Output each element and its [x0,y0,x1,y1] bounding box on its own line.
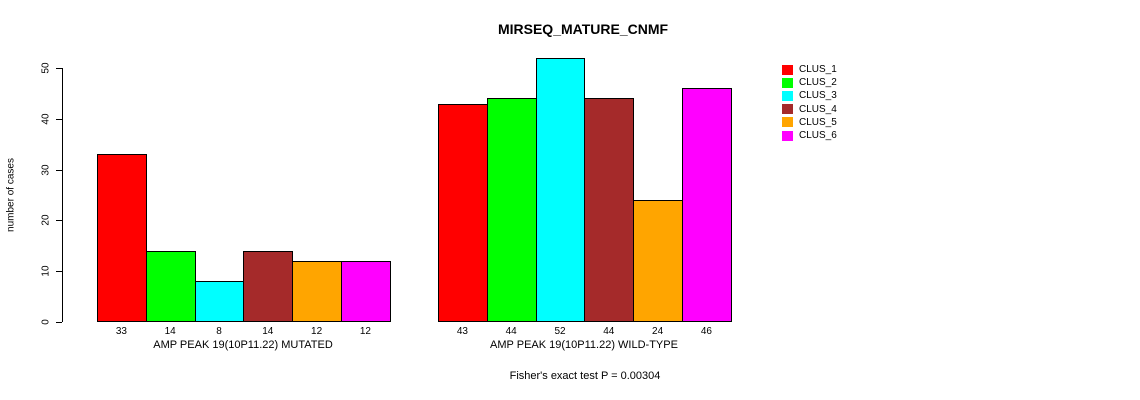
y-tick-mark [56,169,62,171]
legend-row: CLUS_6 [782,129,837,142]
bar-value-label: 12 [359,326,371,337]
bar-value-label: 8 [216,326,222,337]
legend-label: CLUS_4 [799,103,837,115]
legend-label: CLUS_3 [799,90,837,102]
legend-swatch-clus_6 [782,130,793,141]
legend-row: CLUS_4 [782,103,837,116]
legend-row: CLUS_5 [782,116,837,129]
bar-clus_2 [145,250,196,322]
bar-clus_5 [633,200,683,322]
bar-value-label: 43 [456,326,468,337]
bar-clus_4 [243,250,294,322]
legend-swatch-clus_2 [782,77,793,88]
y-tick-mark [56,322,62,323]
bar-value-label: 12 [311,326,323,337]
bar-clus_1 [438,103,488,322]
legend: CLUS_1 CLUS_2 CLUS_3 CLUS_4 CLUS_5 CLUS_6 [782,63,837,142]
legend-swatch-clus_3 [782,90,793,101]
bar-clus_3 [194,281,245,322]
y-tick-mark [56,118,62,120]
y-axis-title: number of cases [5,158,17,232]
legend-label: CLUS_6 [799,130,837,142]
y-axis-line [62,68,63,322]
y-tick-label: 50 [40,62,52,74]
legend-row: CLUS_1 [782,63,837,76]
legend-label: CLUS_2 [799,77,837,89]
legend-row: CLUS_2 [782,76,837,89]
bar-clus_4 [584,98,635,322]
footnote-fisher-test: Fisher's exact test P = 0.00304 [509,370,661,382]
bar-clus_5 [292,261,342,322]
bar-value-label: 46 [700,326,712,337]
legend-label: CLUS_5 [799,116,837,128]
y-tick-mark [56,68,62,69]
bar-clus_1 [97,154,147,322]
legend-swatch-clus_1 [782,64,793,75]
bar-value-label: 44 [505,326,517,337]
bar-value-label: 44 [603,326,615,337]
bar-clus_3 [535,57,586,322]
bar-value-label: 24 [652,326,664,337]
y-tick-label: 40 [40,113,52,125]
y-tick-mark [56,220,62,222]
bar-value-label: 33 [115,326,127,337]
bar-value-label: 14 [262,326,274,337]
y-tick-mark [56,271,62,273]
y-tick-label: 20 [40,214,52,226]
bar-value-label: 14 [164,326,176,337]
chart-title: MIRSEQ_MATURE_CNMF [497,21,669,37]
bar-clus_6 [341,261,391,322]
y-tick-label: 30 [40,164,52,176]
y-tick-label: 10 [40,265,52,277]
x-group-label-wildtype: AMP PEAK 19(10P11.22) WILD-TYPE [490,339,678,351]
bar-clus_2 [486,98,537,322]
legend-swatch-clus_5 [782,117,793,128]
bar-clus_6 [682,88,732,322]
x-group-label-mutated: AMP PEAK 19(10P11.22) MUTATED [153,339,333,351]
legend-label: CLUS_1 [799,64,837,76]
legend-swatch-clus_4 [782,104,793,115]
bar-value-label: 52 [554,326,566,337]
legend-row: CLUS_3 [782,89,837,102]
y-tick-label: 0 [40,319,52,325]
